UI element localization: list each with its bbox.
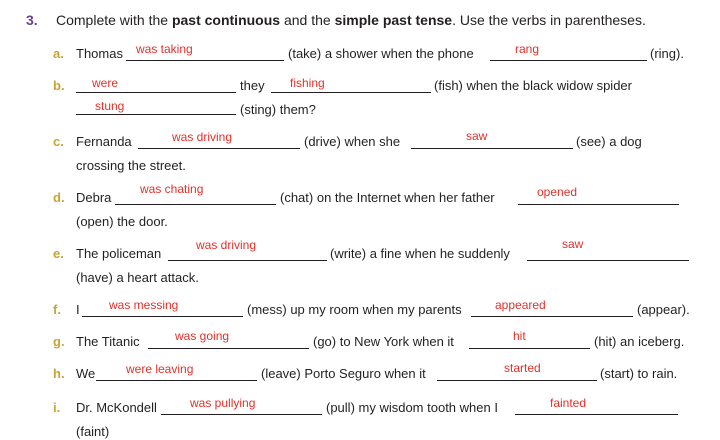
item-c-text-3: (see) a dog [576,134,642,149]
item-h-blank-2[interactable] [437,380,597,381]
item-c-text-4: crossing the street. [76,158,186,173]
item-c-answer-2: saw [466,129,488,143]
instructions: Complete with the past continuous and th… [56,12,646,28]
item-letter-b: b. [53,78,65,93]
item-b-blank-3[interactable] [76,114,236,115]
item-b-text-3: (sting) them? [240,102,316,117]
instructions-part: and the [280,12,335,28]
instructions-part: Complete with the [56,12,172,28]
item-g-text-1: The Titanic [76,334,140,349]
item-a-text-3: (ring). [650,46,684,61]
item-c-answer-1: was driving [172,130,233,144]
instructions-emphasis: simple past tense [334,12,453,28]
item-g-text-2: (go) to New York when it [313,334,454,349]
item-e-text-2: (write) a fine when he suddenly [330,246,510,261]
item-h-answer-2: started [504,361,541,375]
item-d-answer-1: was chating [140,182,204,196]
item-letter-e: e. [53,246,64,261]
item-e-text-3: (have) a heart attack. [76,270,199,285]
item-h-answer-1: were leaving [126,362,194,376]
item-h-blank-1[interactable] [96,380,257,381]
item-b-blank-2[interactable] [271,92,431,93]
item-a-answer-2: rang [515,42,540,56]
item-letter-f: f. [53,302,61,317]
item-i-answer-2: fainted [550,396,587,410]
item-c-blank-1[interactable] [138,148,300,149]
item-g-blank-1[interactable] [148,348,309,349]
item-b-answer-1: were [92,76,119,90]
item-a-text-2: (take) a shower when the phone [288,46,474,61]
item-b-text-2: (fish) when the black widow spider [434,78,632,93]
item-h-text-1: We [76,366,96,381]
item-letter-d: d. [53,190,65,205]
item-i-blank-1[interactable] [161,414,322,415]
item-g-text-3: (hit) an iceberg. [594,334,685,349]
item-f-blank-2[interactable] [471,316,633,317]
item-e-answer-1: was driving [196,238,257,252]
instructions-emphasis: past continuous [171,12,281,28]
item-a-text-1: Thomas [76,46,123,61]
item-c-blank-2[interactable] [411,148,573,149]
item-i-text-1: Dr. McKondell [76,400,157,415]
item-letter-i: i. [53,400,61,415]
item-f-text-2: (mess) up my room when my parents [247,302,462,317]
item-b-blank-1[interactable] [76,92,236,93]
item-e-blank-1[interactable] [168,260,327,261]
item-f-answer-2: appeared [495,298,546,312]
item-d-answer-2: opened [537,185,578,199]
item-c-text-1: Fernanda [76,134,132,149]
item-g-answer-1: was going [175,329,230,343]
item-f-blank-1[interactable] [82,316,243,317]
instructions-part: . Use the verbs in parentheses. [452,12,646,28]
item-f-text-3: (appear). [637,302,690,317]
item-d-text-3: (open) the door. [76,214,168,229]
item-letter-c: c. [53,134,64,149]
item-f-text-1: I [76,302,80,317]
item-g-blank-2[interactable] [469,348,590,349]
item-d-text-2: (chat) on the Internet when her father [280,190,495,205]
item-i-text-2: (pull) my wisdom tooth when I [326,400,498,415]
item-i-blank-2[interactable] [515,414,678,415]
item-b-answer-2: fishing [290,76,325,90]
item-a-answer-1: was taking [136,42,193,56]
item-d-blank-2[interactable] [518,204,679,205]
item-h-text-3: (start) to rain. [600,366,678,381]
item-letter-h: h. [53,366,65,381]
item-d-text-1: Debra [76,190,112,205]
item-b-text-1: they [240,78,265,93]
item-c-text-2: (drive) when she [304,134,401,149]
item-e-blank-2[interactable] [527,260,689,261]
item-d-blank-1[interactable] [115,204,276,205]
item-g-answer-2: hit [513,329,526,343]
item-i-text-3: (faint) [76,424,110,439]
item-b-answer-3: stung [95,99,125,113]
item-f-answer-1: was messing [109,298,179,312]
item-e-answer-2: saw [562,237,584,251]
item-e-text-1: The policeman [76,246,162,261]
item-a-blank-1[interactable] [126,60,284,61]
item-letter-a: a. [53,46,64,61]
item-letter-g: g. [53,334,65,349]
exercise-number: 3. [26,12,38,28]
item-a-blank-2[interactable] [490,60,647,61]
item-h-text-2: (leave) Porto Seguro when it [261,366,426,381]
item-i-answer-1: was pullying [190,396,256,410]
